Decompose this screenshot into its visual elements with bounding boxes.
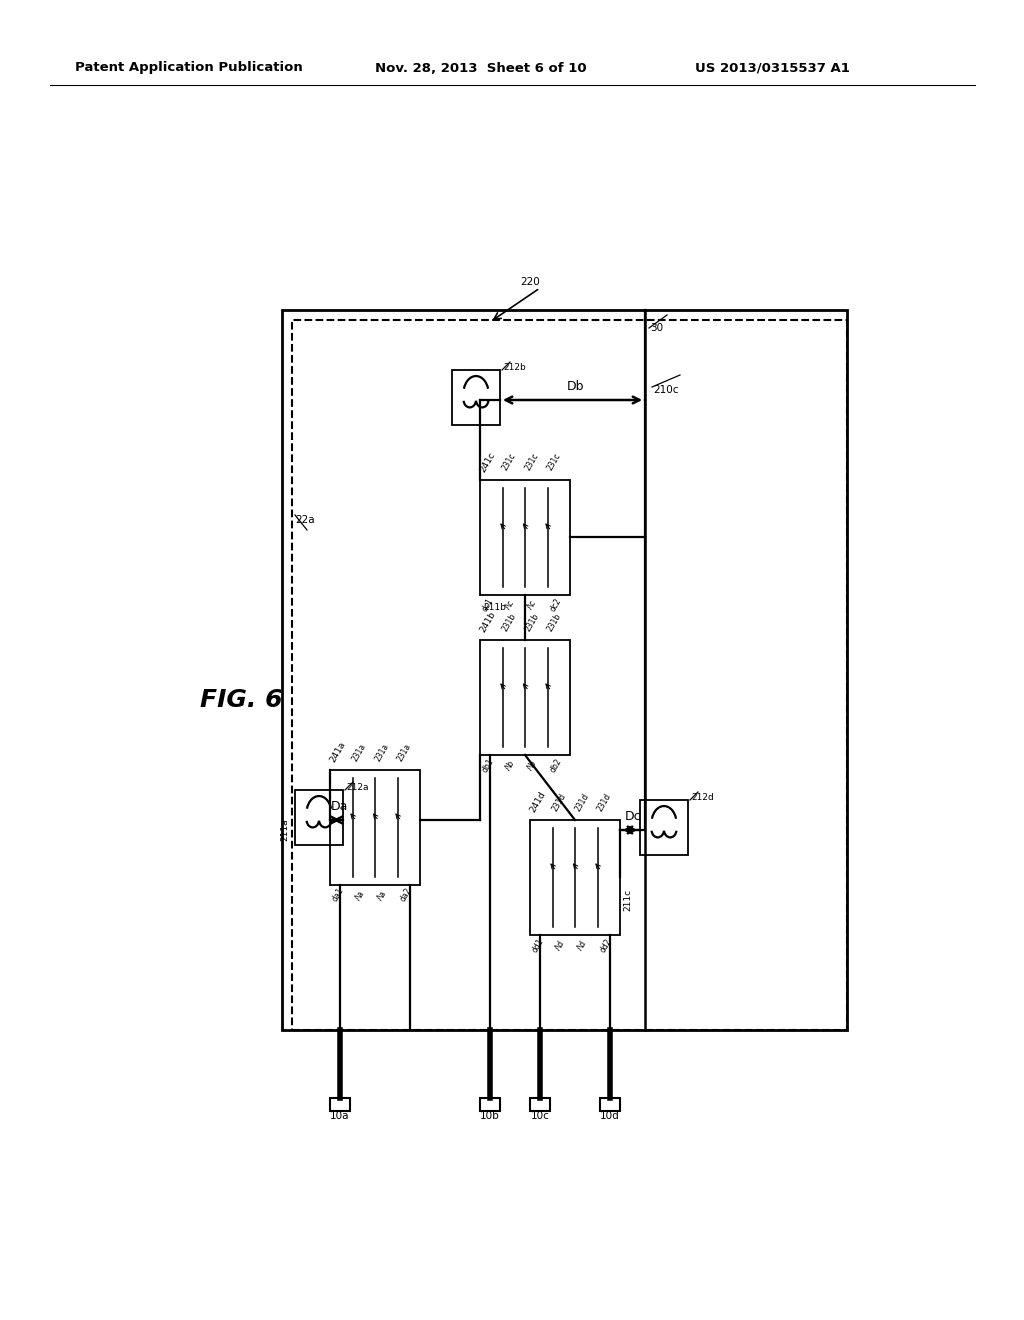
Text: dd1: dd1 <box>531 936 546 953</box>
Text: 10c: 10c <box>530 1111 550 1121</box>
Text: 231d: 231d <box>596 792 613 813</box>
Text: FIG. 6: FIG. 6 <box>200 688 283 711</box>
Text: 10b: 10b <box>480 1111 500 1121</box>
Text: db2: db2 <box>549 756 563 774</box>
Bar <box>600 1098 620 1111</box>
Text: 241d: 241d <box>528 789 547 814</box>
Text: 231c: 231c <box>501 451 517 473</box>
Text: dc1: dc1 <box>481 597 496 614</box>
Text: 231a: 231a <box>373 742 390 763</box>
Text: Λc: Λc <box>504 599 516 611</box>
Text: 30: 30 <box>650 323 664 333</box>
Bar <box>530 820 620 935</box>
Text: 212d: 212d <box>691 792 714 801</box>
Text: da2: da2 <box>398 887 414 903</box>
Text: Da: Da <box>331 800 348 813</box>
Bar <box>640 800 688 855</box>
Bar <box>292 319 847 1030</box>
Text: 241c: 241c <box>478 450 497 474</box>
Text: 212a: 212a <box>346 783 369 792</box>
Text: 231d: 231d <box>573 792 591 813</box>
Text: 231a: 231a <box>395 742 413 763</box>
Text: 231c: 231c <box>546 451 562 473</box>
Text: 210c: 210c <box>653 385 679 395</box>
Text: dd2: dd2 <box>598 936 613 953</box>
Text: 241a: 241a <box>328 741 347 764</box>
Text: 231b: 231b <box>501 611 518 632</box>
Text: 220: 220 <box>520 277 540 286</box>
Text: 212b: 212b <box>503 363 525 371</box>
Text: Λa: Λa <box>353 888 367 902</box>
Bar <box>480 480 570 595</box>
Text: 22a: 22a <box>295 515 314 525</box>
Text: 231d: 231d <box>551 792 568 813</box>
Text: db1: db1 <box>481 756 496 774</box>
Bar <box>480 1098 500 1111</box>
Text: 241b: 241b <box>478 610 498 634</box>
Text: Λb: Λb <box>526 759 539 772</box>
Text: Λc: Λc <box>526 599 539 611</box>
Text: Λa: Λa <box>376 888 389 902</box>
Text: 211c: 211c <box>623 888 632 911</box>
Text: US 2013/0315537 A1: US 2013/0315537 A1 <box>695 62 850 74</box>
Text: 10a: 10a <box>331 1111 350 1121</box>
Text: Λd: Λd <box>575 939 589 952</box>
Bar <box>452 370 500 425</box>
Text: 231c: 231c <box>523 451 540 473</box>
Text: 231a: 231a <box>350 742 368 763</box>
Text: Patent Application Publication: Patent Application Publication <box>75 62 303 74</box>
Bar <box>282 310 847 1030</box>
Bar <box>330 770 420 884</box>
Text: dc2: dc2 <box>549 597 563 614</box>
Text: da1: da1 <box>331 887 346 903</box>
Text: 211b: 211b <box>483 603 506 612</box>
Bar <box>480 640 570 755</box>
Text: 211a: 211a <box>280 818 289 841</box>
Text: Λd: Λd <box>554 939 566 952</box>
Bar <box>530 1098 550 1111</box>
Text: 10d: 10d <box>600 1111 620 1121</box>
Text: 231b: 231b <box>546 611 563 632</box>
Bar <box>330 1098 350 1111</box>
Text: 231b: 231b <box>523 611 541 632</box>
Text: Nov. 28, 2013  Sheet 6 of 10: Nov. 28, 2013 Sheet 6 of 10 <box>375 62 587 74</box>
Bar <box>295 789 343 845</box>
Text: Db: Db <box>567 380 585 392</box>
Text: Λb: Λb <box>504 759 516 772</box>
Text: Dc: Dc <box>625 809 642 822</box>
